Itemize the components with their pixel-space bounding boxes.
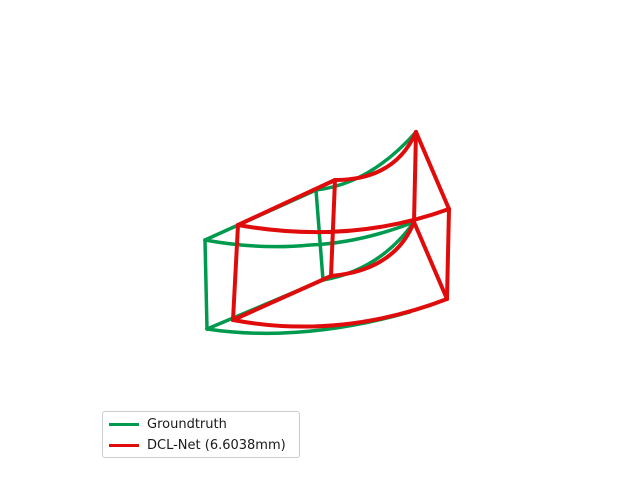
legend-item-prediction: DCL-Net (6.6038mm): [109, 435, 286, 455]
pred-top-back-edge: [236, 178, 337, 227]
legend-swatch-groundtruth: [109, 422, 139, 426]
pred-right-inner-edge: [412, 130, 418, 224]
legend-label-groundtruth: Groundtruth: [147, 416, 227, 432]
legend-swatch-prediction: [109, 443, 139, 447]
gt-top-arc: [314, 130, 418, 192]
pred-inner-arc: [329, 220, 416, 278]
gt-left-vertical-edge: [203, 238, 209, 331]
pred-top-arc: [333, 130, 418, 182]
pred-bottom-arc: [231, 297, 449, 329]
pred-right-top-edge: [414, 130, 451, 211]
pred-middle-arc: [236, 207, 451, 235]
legend-item-groundtruth: Groundtruth: [109, 414, 227, 434]
pred-left-vertical-edge: [231, 223, 240, 322]
pred-bottom-back-edge: [231, 274, 333, 322]
pred-right-vertical-edge: [445, 207, 451, 301]
legend-label-prediction: DCL-Net (6.6038mm): [147, 437, 286, 453]
pred-right-bottom-edge: [412, 220, 449, 301]
pred-inner-vertical-edge: [329, 178, 337, 278]
gt-inner-vertical-edge: [314, 188, 325, 282]
legend: Groundtruth DCL-Net (6.6038mm): [102, 411, 300, 458]
prediction-wireframe: [231, 130, 451, 329]
